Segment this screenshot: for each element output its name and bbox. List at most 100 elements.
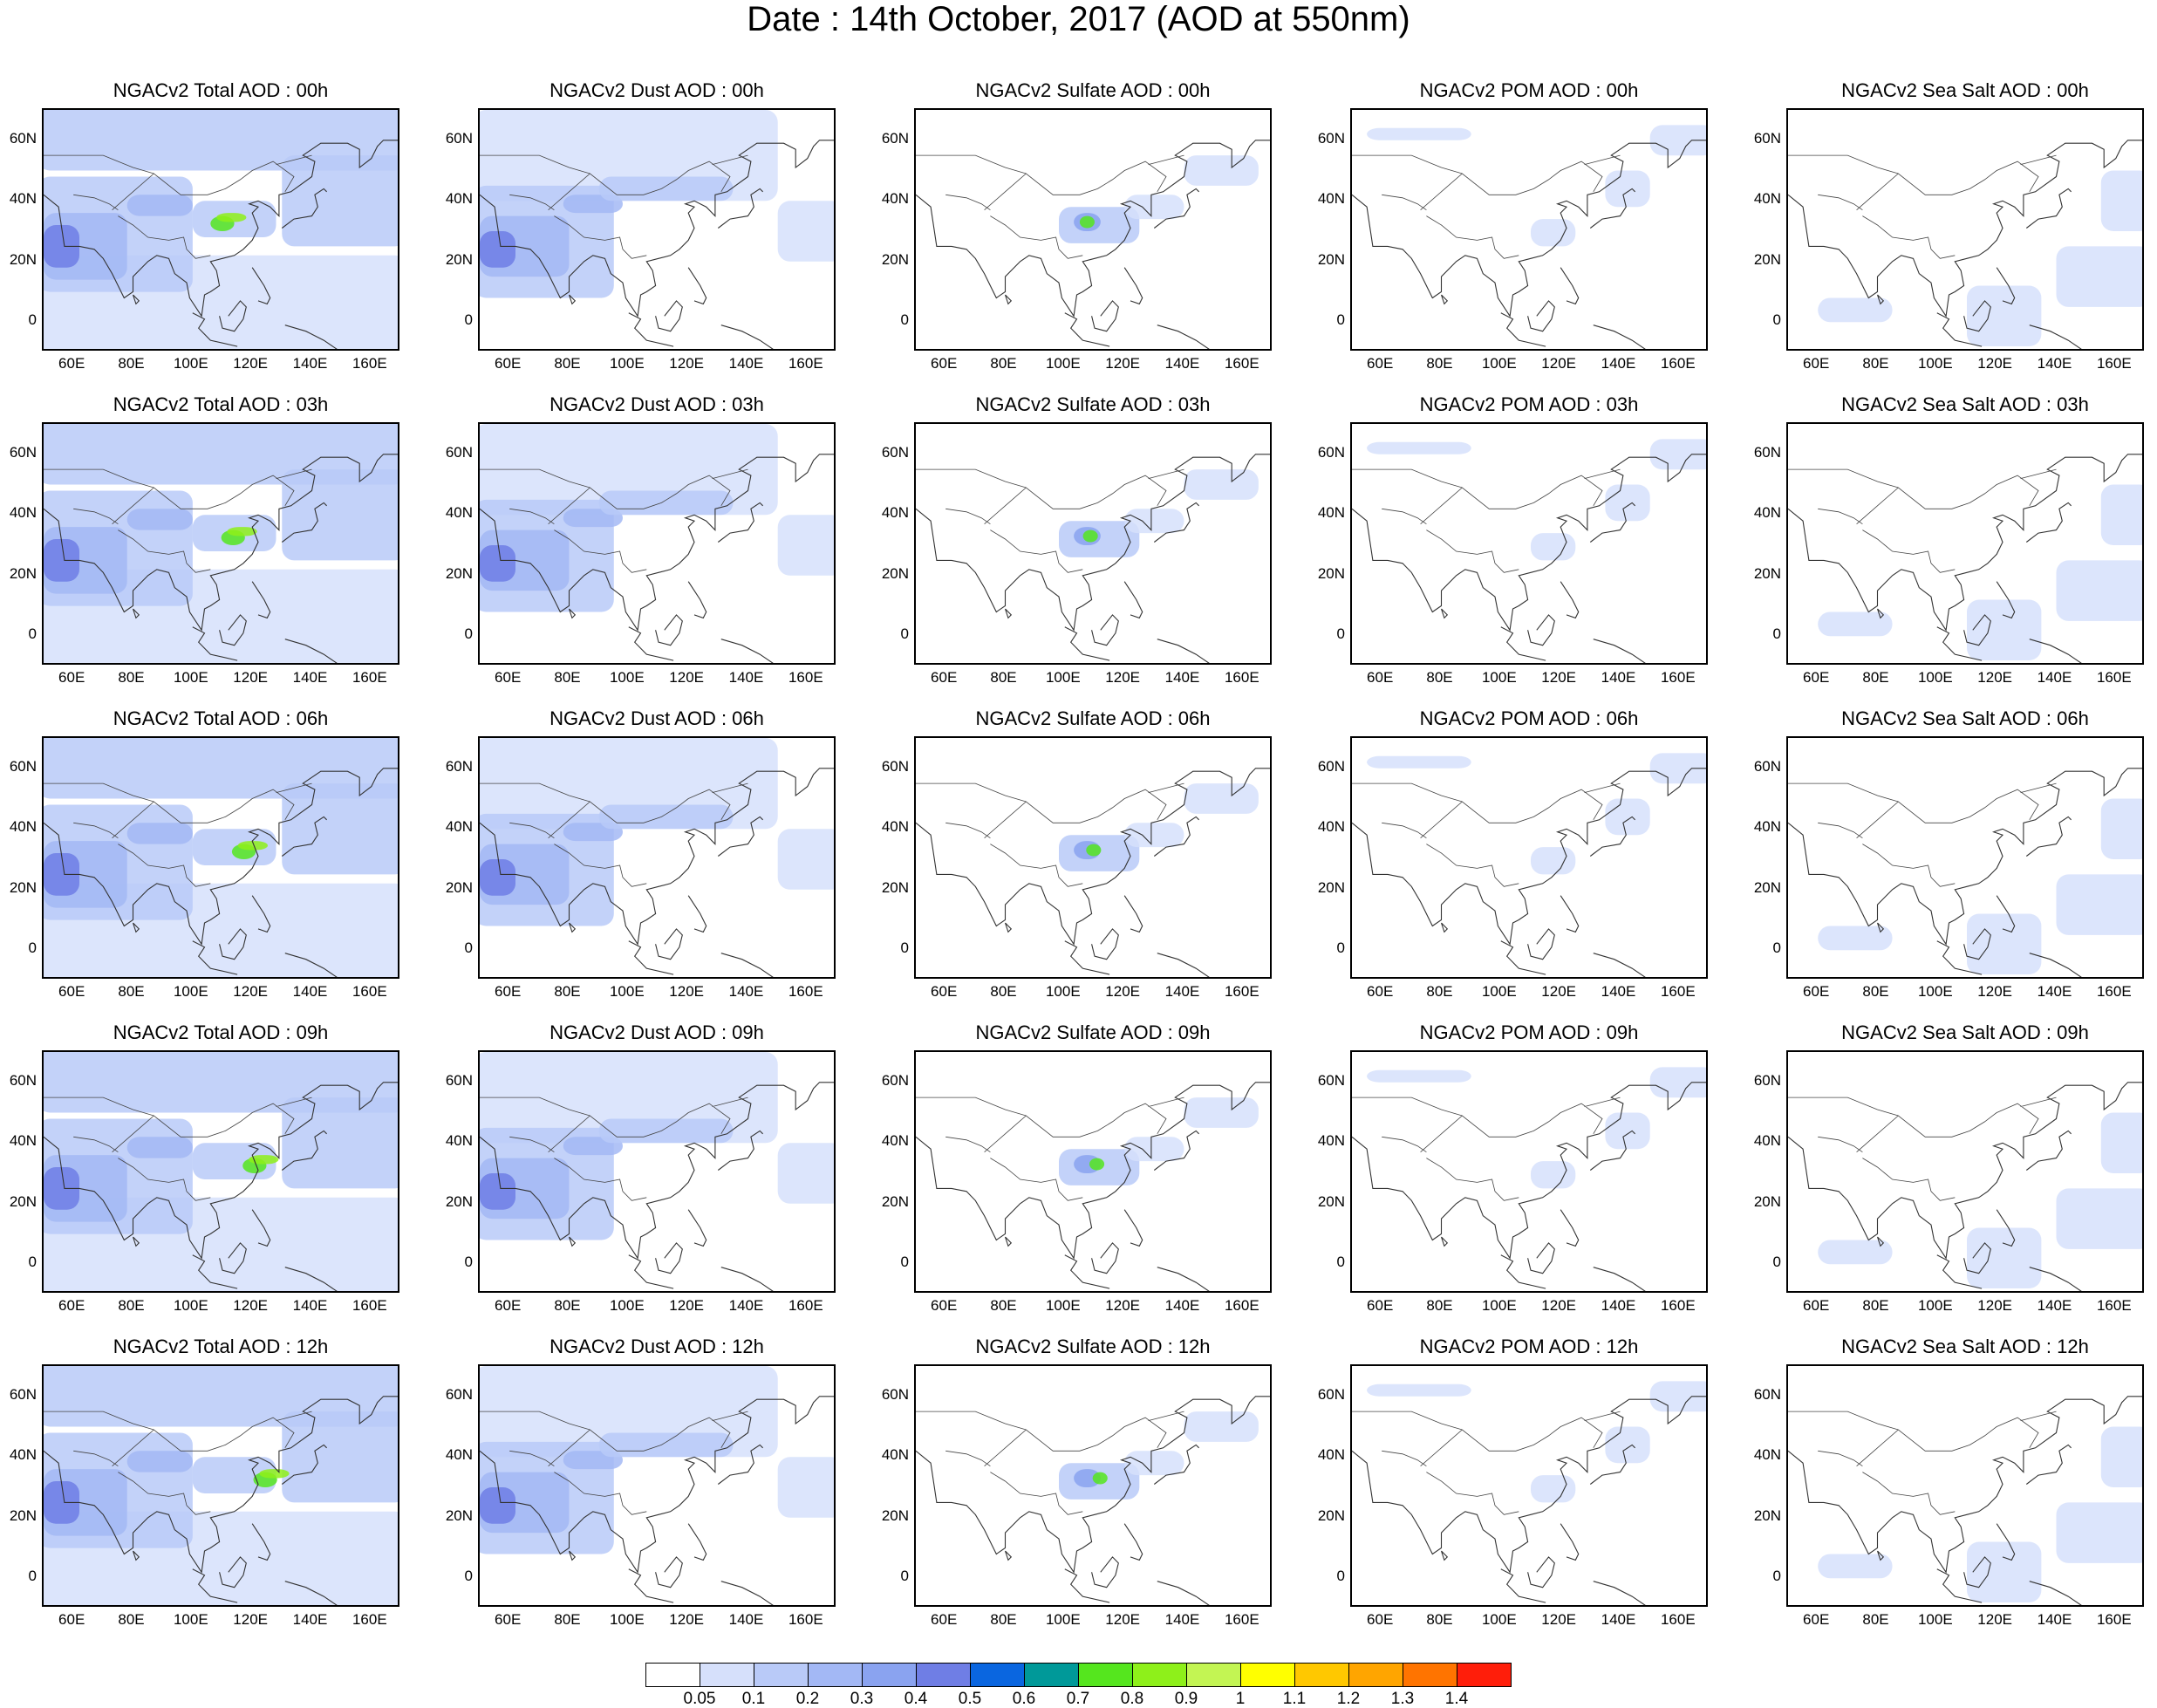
lon-tick-label: 160E [788,1611,823,1628]
country-borders [480,782,748,887]
lat-tick-label: 20N [1317,250,1345,268]
lat-tick-label: 40N [1753,1446,1781,1464]
lat-tick-label: 0 [28,1254,37,1271]
lon-tick-label: 120E [669,1611,704,1628]
lat-tick-label: 20N [9,250,37,268]
lat-tick-label: 40N [1753,190,1781,208]
lat-tick-label: 60N [1317,757,1345,775]
aod-shading [1818,297,1893,323]
coastline [1788,1082,2142,1291]
aod-shading [282,1411,398,1503]
country-borders [44,468,312,573]
lon-tick-label: 100E [173,1611,208,1628]
aod-shading [1605,1112,1650,1150]
aod-shading [1092,1472,1108,1485]
lon-tick-label: 120E [1541,1611,1576,1628]
aod-shading [2056,1502,2142,1563]
aod-shading [2100,798,2142,859]
country-borders [44,782,312,887]
lon-tick-label: 160E [1224,1297,1259,1314]
lon-tick-label: 120E [1105,983,1140,1000]
lat-tick-label: 0 [28,939,37,957]
lon-tick-label: 100E [1481,355,1517,372]
lat-tick-label: 0 [464,939,473,957]
aod-shading [1818,611,1893,637]
lon-tick-label: 140E [1601,983,1636,1000]
lon-tick-label: 140E [728,669,764,686]
country-borders [1352,782,1621,887]
lat-tick-label: 0 [1772,625,1781,643]
aod-shading [2100,1112,2142,1173]
country-borders [1788,1411,2057,1515]
lon-tick-label: 100E [609,983,645,1000]
panel-title: NGACv2 Sulfate AOD : 06h [975,707,1211,729]
lat-tick-label: 20N [1317,1192,1345,1210]
panel-title: NGACv2 Dust AOD : 03h [549,393,764,415]
lat-tick-label: 40N [1753,504,1781,522]
colorbar-swatch [862,1663,917,1687]
aod-shading [777,829,834,890]
lon-tick-label: 140E [1164,1611,1200,1628]
lon-tick-label: 80E [1426,355,1453,372]
country-borders [916,1097,1184,1201]
aod-shading [2100,1426,2142,1487]
lat-tick-label: 0 [1336,311,1345,329]
panel-title: NGACv2 Sea Salt AOD : 09h [1841,1021,2089,1043]
coastline [916,454,1270,663]
map-svg [44,110,398,349]
aod-shading [480,231,515,268]
colorbar-label: 0.5 [958,1690,982,1708]
lon-tick-label: 120E [1105,355,1140,372]
lon-tick-label: 100E [609,1611,645,1628]
lat-tick-label: 60N [1317,443,1345,461]
lon-tick-label: 120E [1977,983,2012,1000]
aod-shading [259,1469,290,1479]
aod-shading [1079,215,1095,229]
aod-shading [1367,755,1471,769]
lon-tick-label: 120E [1105,669,1140,686]
lat-tick-label: 60N [1753,443,1781,461]
lon-tick-label: 140E [728,355,764,372]
aod-shading [1082,529,1098,543]
map-svg [480,1366,834,1605]
lon-tick-label: 120E [669,1297,704,1314]
country-borders [44,1097,312,1201]
country-borders [916,154,1184,259]
lon-tick-label: 160E [788,355,823,372]
lon-tick-label: 160E [1224,355,1259,372]
aod-shading [282,783,398,875]
lon-tick-label: 140E [292,1297,328,1314]
lat-tick-label: 0 [900,1254,909,1271]
lon-tick-label: 160E [2096,983,2132,1000]
map-panel [42,1364,399,1607]
lon-tick-label: 140E [2037,669,2072,686]
lat-tick-label: 20N [881,1192,909,1210]
lon-tick-label: 160E [2096,1297,2132,1314]
colorbar-swatch [1240,1663,1295,1687]
aod-shading [126,195,193,216]
coastline [44,140,398,349]
aod-shading [126,509,193,530]
panel-title: NGACv2 Total AOD : 12h [113,1336,329,1357]
lon-tick-label: 160E [788,1297,823,1314]
lat-tick-label: 20N [881,250,909,268]
lon-tick-label: 80E [118,1611,145,1628]
lon-tick-label: 120E [1977,669,2012,686]
aod-shading [1605,484,1650,522]
aod-shading [1124,1137,1184,1162]
colorbar-swatch [1294,1663,1349,1687]
lat-tick-label: 0 [1336,939,1345,957]
aod-shading [1531,219,1576,247]
lat-tick-label: 20N [1753,1192,1781,1210]
lat-tick-label: 20N [445,1506,473,1524]
panel-title: NGACv2 Sea Salt AOD : 03h [1841,393,2089,415]
coastline [916,1082,1270,1291]
lat-tick-label: 20N [1317,1506,1345,1524]
aod-shading [598,1432,734,1458]
map-panel [1350,1364,1708,1607]
map-svg [480,1052,834,1291]
lon-tick-label: 120E [233,1611,268,1628]
aod-shading [480,859,515,896]
lat-tick-label: 0 [464,625,473,643]
lat-tick-label: 20N [9,878,37,896]
